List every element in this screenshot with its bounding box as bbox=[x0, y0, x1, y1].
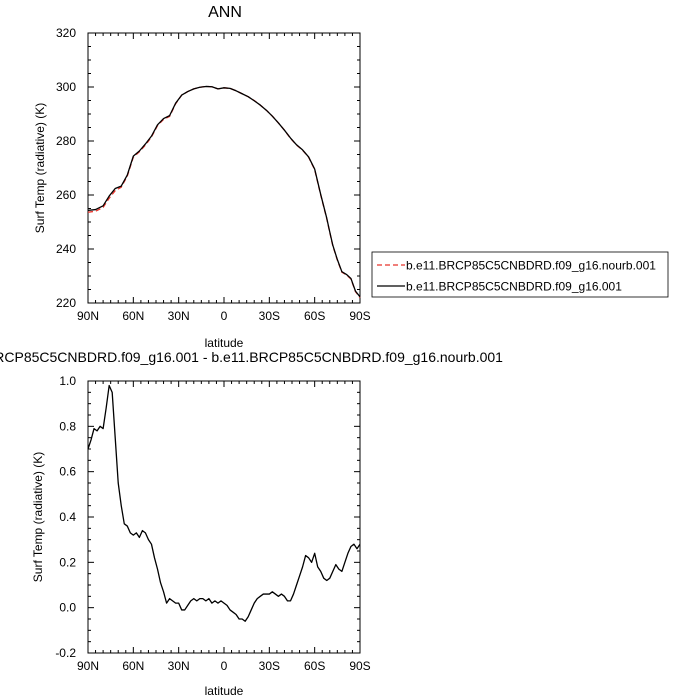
top-x-tick-label: 30S bbox=[259, 309, 280, 323]
bottom-title: b.e11.BRCP85C5CNBDRD.f09_g16.001 - b.e11… bbox=[0, 349, 503, 365]
top-y-tick-label: 240 bbox=[56, 242, 76, 256]
bottom-y-tick-label: 0.0 bbox=[59, 601, 76, 615]
bottom-x-tick-label: 30S bbox=[259, 659, 280, 673]
top-x-axis-label: latitude bbox=[205, 336, 244, 350]
top-y-ticks: 220 240 260 280 300 320 bbox=[56, 26, 360, 310]
top-series-line-0 bbox=[87, 85, 361, 298]
panel-bottom: b.e11.BRCP85C5CNBDRD.f09_g16.001 - b.e11… bbox=[0, 349, 503, 698]
bottom-x-tick-label: 0 bbox=[221, 659, 228, 673]
top-y-axis-label: Surf Temp (radiative) (K) bbox=[33, 103, 47, 233]
bottom-plot-frame bbox=[87, 380, 361, 654]
bottom-y-tick-label: 0.2 bbox=[59, 555, 76, 569]
bottom-x-ticks: 90N 60N 30N 0 30S 60S 90S bbox=[77, 381, 371, 673]
top-plot-frame bbox=[87, 32, 361, 304]
top-x-tick-label: 90S bbox=[349, 309, 370, 323]
bottom-x-tick-label: 60S bbox=[304, 659, 325, 673]
top-y-tick-label: 220 bbox=[56, 296, 76, 310]
bottom-y-tick-label: 0.6 bbox=[59, 465, 76, 479]
legend-frame bbox=[371, 251, 669, 298]
top-x-ticks: 90N 60N 30N 0 30S 60S 90S bbox=[77, 33, 371, 323]
top-y-tick-label: 260 bbox=[56, 188, 76, 202]
bottom-series-lines bbox=[87, 384, 361, 622]
bottom-series-line-0 bbox=[87, 384, 361, 622]
bottom-y-tick-label: 0.8 bbox=[59, 419, 76, 433]
top-x-tick-label: 60N bbox=[122, 309, 144, 323]
top-series-lines bbox=[87, 85, 361, 298]
bottom-x-tick-label: 30N bbox=[168, 659, 190, 673]
panel-top: ANN 90N 60N 30N 0 30S 60S 90S 220 240 260 280 300 3… bbox=[33, 4, 371, 350]
top-series-line-1 bbox=[87, 85, 361, 298]
top-title: ANN bbox=[208, 4, 242, 21]
top-x-tick-label: 90N bbox=[77, 309, 99, 323]
bottom-y-tick-label: 0.4 bbox=[59, 510, 76, 524]
bottom-x-tick-label: 90S bbox=[349, 659, 370, 673]
top-y-tick-label: 280 bbox=[56, 134, 76, 148]
bottom-y-axis-label: Surf Temp (radiative) (K) bbox=[31, 452, 45, 582]
legend-label-nourb: b.e11.BRCP85C5CNBDRD.f09_g16.nourb.001 bbox=[406, 259, 656, 273]
top-x-tick-label: 30N bbox=[168, 309, 190, 323]
bottom-x-tick-label: 60N bbox=[122, 659, 144, 673]
bottom-x-tick-label: 90N bbox=[77, 659, 99, 673]
top-y-tick-label: 300 bbox=[56, 80, 76, 94]
bottom-y-tick-label: -0.2 bbox=[55, 646, 76, 660]
top-x-tick-label: 0 bbox=[221, 309, 228, 323]
bottom-y-tick-label: 1.0 bbox=[59, 374, 76, 388]
legend: b.e11.BRCP85C5CNBDRD.f09_g16.nourb.001 b… bbox=[371, 251, 669, 298]
legend-label-control: b.e11.BRCP85C5CNBDRD.f09_g16.001 bbox=[406, 280, 622, 294]
bottom-x-axis-label: latitude bbox=[205, 684, 244, 698]
top-y-tick-label: 320 bbox=[56, 26, 76, 40]
top-x-tick-label: 60S bbox=[304, 309, 325, 323]
bottom-y-ticks: -0.2 0.0 0.2 0.4 0.6 0.8 1.0 bbox=[55, 374, 360, 660]
